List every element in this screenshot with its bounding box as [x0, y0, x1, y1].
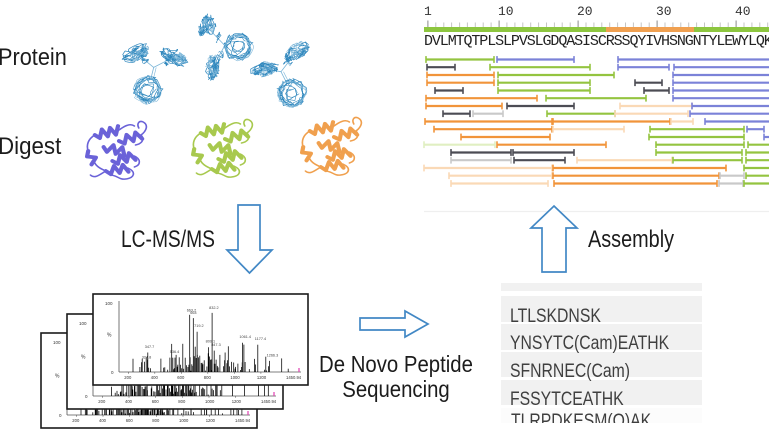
svg-text:400: 400 [99, 418, 107, 423]
svg-text:536.4: 536.4 [170, 350, 180, 354]
svg-text:1000: 1000 [205, 399, 215, 404]
svg-text:1200: 1200 [257, 375, 267, 380]
svg-text:1177.4: 1177.4 [255, 337, 266, 341]
svg-text:0: 0 [111, 370, 114, 375]
svg-text:600: 600 [126, 418, 134, 423]
svg-text:100: 100 [105, 301, 113, 306]
svg-text:800: 800 [152, 418, 160, 423]
svg-text:1450.94: 1450.94 [286, 375, 302, 380]
svg-text:200: 200 [98, 399, 106, 404]
svg-text:100: 100 [53, 340, 61, 345]
svg-text:1061.4: 1061.4 [239, 335, 251, 339]
svg-text:663.2: 663.2 [187, 309, 197, 313]
svg-text:600: 600 [152, 399, 160, 404]
svg-text:1000: 1000 [179, 418, 189, 423]
svg-text:832.2: 832.2 [209, 306, 219, 310]
svg-text:1266.3: 1266.3 [267, 353, 279, 357]
svg-text:1200: 1200 [206, 418, 216, 423]
svg-text:%: % [55, 374, 60, 380]
svg-text:%: % [107, 333, 112, 339]
svg-text:1450.94: 1450.94 [235, 418, 251, 423]
svg-text:347.7: 347.7 [145, 345, 155, 349]
svg-text:600: 600 [177, 375, 185, 380]
svg-text:400: 400 [125, 399, 133, 404]
svg-text:100: 100 [79, 321, 87, 326]
svg-text:809.1: 809.1 [206, 340, 216, 344]
svg-text:847.3: 847.3 [211, 343, 221, 347]
svg-text:1450.94: 1450.94 [261, 399, 277, 404]
svg-text:%: % [81, 355, 86, 361]
svg-text:324.8: 324.8 [142, 355, 152, 359]
svg-text:800: 800 [204, 375, 212, 380]
svg-text:1000: 1000 [230, 375, 240, 380]
svg-text:200: 200 [124, 375, 132, 380]
svg-text:719.2: 719.2 [194, 324, 204, 328]
svg-text:200: 200 [72, 418, 80, 423]
svg-text:1200: 1200 [232, 399, 242, 404]
svg-text:0: 0 [85, 394, 88, 399]
svg-text:400: 400 [151, 375, 159, 380]
svg-text:800: 800 [178, 399, 186, 404]
svg-text:0: 0 [59, 413, 62, 418]
svg-text:664: 664 [190, 311, 196, 315]
